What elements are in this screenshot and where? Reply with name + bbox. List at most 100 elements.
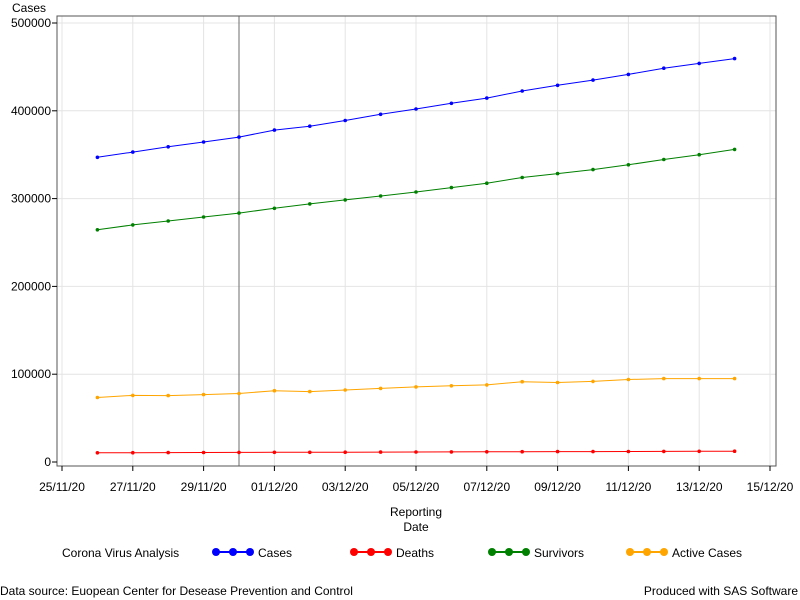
- legend-label: Survivors: [534, 546, 584, 560]
- data-point-deaths: [308, 450, 312, 455]
- x-tick-label: 25/11/20: [39, 480, 85, 494]
- series-survivors: [95, 147, 737, 232]
- y-tick-label: 500000: [11, 16, 51, 30]
- data-point-survivors: [95, 228, 100, 232]
- data-point-cases: [555, 83, 560, 88]
- data-point-survivors: [272, 206, 277, 211]
- legend-swatch-marker: [212, 548, 220, 556]
- data-point-cases: [378, 112, 383, 117]
- data-source-note: Data source: Euopean Center for Desease …: [0, 584, 353, 598]
- x-tick-label: 03/12/20: [322, 480, 369, 494]
- data-point-survivors: [343, 198, 348, 202]
- legend-label: Deaths: [396, 546, 434, 560]
- data-point-cases: [95, 155, 100, 160]
- y-axis-label: Cases: [12, 1, 46, 15]
- x-tick-label: 13/12/20: [676, 480, 723, 494]
- data-point-survivors: [555, 171, 560, 176]
- produced-with-note: Produced with SAS Software: [643, 584, 798, 598]
- data-point-survivors: [308, 202, 312, 206]
- x-tick-label: 11/12/20: [605, 480, 651, 494]
- series-cases: [95, 56, 737, 160]
- x-tick-label: 15/12/20: [747, 480, 794, 494]
- data-point-cases: [591, 78, 595, 82]
- legend-label: Active Cases: [672, 546, 742, 560]
- data-point-cases: [485, 96, 489, 100]
- data-point-deaths: [555, 449, 560, 454]
- data-point-deaths: [414, 450, 418, 454]
- data-point-deaths: [378, 450, 383, 454]
- x-tick-label: 29/11/20: [181, 480, 227, 494]
- y-tick-label: 300000: [11, 192, 51, 206]
- data-point-active-cases: [626, 377, 631, 382]
- y-tick-label: 400000: [11, 104, 51, 118]
- data-point-deaths: [591, 449, 595, 454]
- data-point-survivors: [732, 147, 737, 152]
- data-point-deaths: [131, 450, 135, 455]
- data-point-active-cases: [95, 395, 100, 400]
- data-point-deaths: [697, 449, 701, 454]
- data-point-cases: [166, 145, 170, 149]
- data-point-survivors: [378, 194, 383, 198]
- legend-swatch-marker: [488, 548, 496, 556]
- x-tick-label: 27/11/20: [110, 480, 156, 494]
- data-point-active-cases: [591, 379, 595, 384]
- data-point-active-cases: [555, 380, 560, 385]
- data-point-cases: [414, 107, 418, 111]
- axes: 0 100000 200000 300000 400000 500000 25/11/20 2…: [11, 16, 794, 494]
- data-point-active-cases: [520, 379, 524, 384]
- data-point-survivors: [131, 223, 135, 227]
- data-point-deaths: [626, 449, 631, 454]
- data-point-survivors: [662, 157, 666, 162]
- data-point-survivors: [626, 163, 631, 167]
- series-active-cases: [95, 376, 737, 400]
- series-lines: [95, 56, 737, 455]
- data-point-cases: [237, 135, 241, 139]
- data-point-cases: [662, 66, 666, 70]
- x-tick-label: 07/12/20: [463, 480, 510, 494]
- data-point-active-cases: [308, 389, 312, 394]
- legend-swatch-marker: [626, 548, 634, 556]
- grid-lines: [57, 16, 776, 466]
- data-point-active-cases: [166, 393, 170, 398]
- data-point-active-cases: [414, 385, 418, 389]
- data-point-active-cases: [732, 376, 737, 381]
- legend-swatch-marker: [660, 548, 668, 556]
- data-point-active-cases: [201, 392, 206, 397]
- data-point-cases: [626, 72, 631, 77]
- x-tick-label: 09/12/20: [534, 480, 581, 494]
- data-point-active-cases: [485, 383, 489, 387]
- x-tick-label: 05/12/20: [393, 480, 440, 494]
- legend-label: Cases: [258, 546, 292, 560]
- data-point-active-cases: [662, 376, 666, 381]
- data-point-active-cases: [697, 376, 701, 381]
- x-axis-label-line-2: Date: [403, 520, 429, 534]
- y-tick-label: 100000: [11, 367, 51, 381]
- legend-swatch-marker: [246, 548, 254, 556]
- data-point-deaths: [732, 449, 737, 454]
- series-deaths: [95, 449, 737, 455]
- data-point-cases: [308, 124, 312, 128]
- data-point-cases: [131, 150, 135, 154]
- y-tick-label: 0: [44, 455, 51, 469]
- data-point-deaths: [237, 450, 241, 455]
- data-point-cases: [272, 128, 277, 132]
- data-point-survivors: [237, 211, 241, 215]
- data-point-cases: [201, 140, 206, 144]
- data-point-survivors: [449, 185, 454, 190]
- data-point-survivors: [591, 167, 595, 172]
- data-point-deaths: [449, 450, 454, 454]
- y-tick-label: 200000: [11, 279, 51, 293]
- data-point-deaths: [343, 450, 348, 455]
- data-point-survivors: [166, 219, 170, 223]
- legend-swatch-marker: [229, 548, 237, 556]
- legend-swatch-marker: [505, 548, 513, 556]
- data-point-survivors: [414, 190, 418, 194]
- legend-swatch-marker: [643, 548, 651, 556]
- legend-item-active-cases: Active Cases: [626, 546, 742, 560]
- legend-item-cases: Cases: [212, 546, 292, 560]
- data-point-active-cases: [272, 388, 277, 393]
- data-point-deaths: [485, 450, 489, 454]
- x-axis-label-line-1: Reporting: [390, 505, 442, 519]
- data-point-survivors: [485, 181, 489, 185]
